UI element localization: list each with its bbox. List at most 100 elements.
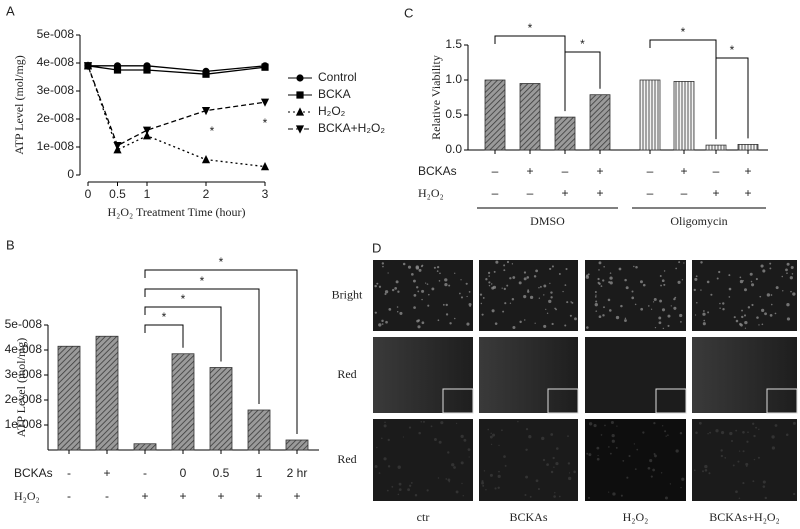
- data-point: [142, 131, 152, 140]
- panel-letter: A: [6, 3, 15, 18]
- cell-speck: [527, 289, 530, 291]
- cell-speck: [680, 487, 682, 489]
- cell-speck: [535, 269, 538, 273]
- x-tick-label: +: [596, 164, 603, 178]
- cell-speck: [664, 430, 667, 433]
- cell-speck: [378, 323, 382, 327]
- cell-speck: [770, 294, 773, 296]
- cell-speck: [628, 455, 631, 458]
- cell-speck: [626, 476, 629, 479]
- cell-speck: [762, 480, 766, 484]
- cell-speck: [566, 301, 569, 304]
- cell-speck: [662, 327, 665, 330]
- cell-speck: [781, 275, 784, 278]
- cell-speck: [378, 285, 382, 288]
- cell-speck: [437, 319, 440, 322]
- cell-speck: [447, 478, 451, 482]
- cell-speck: [664, 496, 668, 500]
- cell-speck: [525, 428, 529, 431]
- cell-speck: [785, 433, 789, 437]
- cell-speck: [454, 272, 456, 274]
- x-tick-label: +: [561, 186, 568, 200]
- cell-speck: [702, 310, 705, 312]
- cell-speck: [775, 286, 779, 290]
- cell-speck: [608, 309, 612, 312]
- cell-speck: [487, 428, 490, 431]
- cell-speck: [631, 290, 634, 293]
- legend-marker: [296, 74, 304, 82]
- cell-speck: [693, 288, 696, 292]
- cell-speck: [376, 282, 379, 285]
- cell-speck: [501, 287, 503, 289]
- cell-speck: [564, 284, 567, 286]
- bar: [554, 116, 576, 151]
- cell-speck: [436, 270, 439, 272]
- cell-speck: [704, 469, 708, 472]
- significance-label: *: [730, 43, 735, 57]
- cell-speck: [465, 282, 468, 285]
- cell-speck: [650, 308, 653, 310]
- cell-speck: [442, 303, 445, 306]
- cell-speck: [595, 300, 598, 303]
- cell-speck: [385, 320, 388, 324]
- cell-speck: [771, 446, 776, 450]
- significance-label: *: [162, 310, 167, 324]
- cell-speck: [468, 456, 470, 458]
- cell-speck: [611, 439, 615, 443]
- cell-speck: [459, 292, 461, 295]
- cell-speck: [702, 312, 706, 316]
- cell-speck: [546, 463, 549, 467]
- cell-speck: [554, 492, 556, 494]
- cell-speck: [387, 438, 390, 442]
- cell-speck: [595, 294, 597, 296]
- cell-speck: [679, 431, 683, 435]
- inset-box: [766, 388, 798, 414]
- cell-speck: [703, 319, 706, 322]
- significance-label: *: [200, 274, 205, 288]
- cell-speck: [498, 470, 500, 473]
- cell-speck: [438, 280, 441, 282]
- cell-speck: [460, 279, 462, 281]
- cell-speck: [523, 271, 527, 274]
- significance-label: *: [580, 37, 585, 51]
- x-tick-label: 0: [85, 187, 92, 201]
- cell-speck: [785, 268, 788, 272]
- cell-speck: [594, 290, 597, 293]
- cell-speck: [642, 431, 645, 434]
- cell-speck: [762, 485, 766, 488]
- cell-speck: [639, 280, 643, 284]
- cell-speck: [683, 262, 685, 264]
- cell-speck: [447, 451, 450, 454]
- cell-speck: [558, 272, 561, 275]
- cell-speck: [488, 284, 491, 287]
- cell-speck: [509, 277, 512, 280]
- x-tick-label: +: [141, 489, 148, 503]
- cell-speck: [407, 488, 411, 492]
- cell-speck: [482, 484, 485, 487]
- cell-speck: [537, 487, 541, 491]
- cell-speck: [786, 262, 790, 266]
- cell-speck: [739, 322, 742, 326]
- cell-speck: [702, 470, 704, 473]
- cell-speck: [650, 475, 653, 478]
- annotation: *: [210, 124, 215, 138]
- cell-speck: [750, 280, 753, 283]
- cell-speck: [433, 266, 436, 269]
- cell-speck: [789, 276, 793, 280]
- micrograph: [479, 419, 578, 501]
- cell-speck: [588, 453, 592, 457]
- cell-speck: [523, 277, 527, 281]
- cell-speck: [762, 269, 766, 273]
- cell-speck: [448, 284, 451, 287]
- cell-speck: [431, 287, 435, 291]
- cell-speck: [624, 317, 627, 320]
- cell-speck: [555, 461, 559, 466]
- cell-speck: [543, 294, 545, 296]
- x-tick-label: +: [526, 164, 533, 178]
- x-tick-label: –: [492, 164, 499, 178]
- data-point: [260, 162, 270, 171]
- cell-speck: [774, 312, 777, 315]
- y-tick-label: 0.0: [445, 142, 462, 156]
- cell-speck: [487, 271, 491, 275]
- x-tick-label: +: [712, 186, 719, 200]
